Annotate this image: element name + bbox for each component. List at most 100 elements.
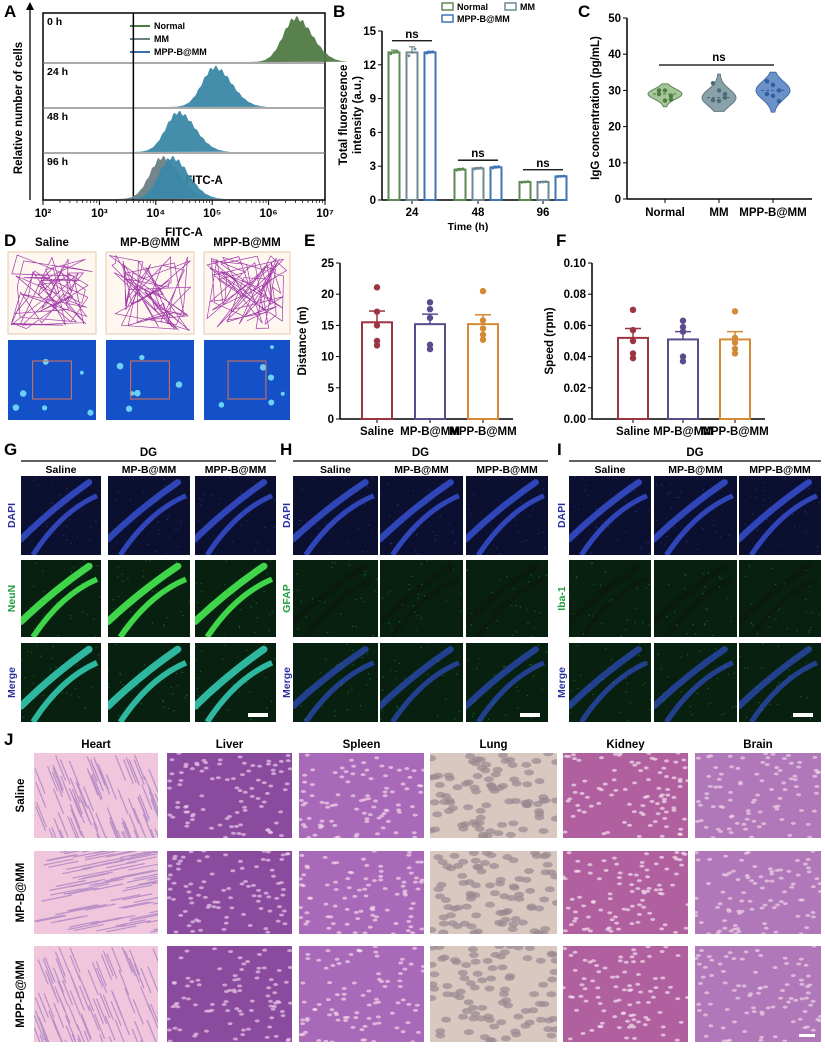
tissue-fiber: [123, 901, 154, 909]
cell-speckle: [473, 712, 475, 714]
tissue-cell: [402, 967, 408, 971]
tissue-cell: [373, 1001, 379, 1005]
tissue-cell: [568, 923, 574, 927]
tissue-cell: [406, 919, 412, 923]
b-significance-label: ns: [536, 158, 549, 170]
tissue-cell: [614, 921, 620, 925]
tissue-cell: [476, 764, 487, 771]
dentate-gyrus-band: [749, 660, 818, 722]
tissue-cell: [397, 979, 403, 983]
cell-speckle: [375, 591, 377, 593]
tissue-fiber: [124, 950, 136, 977]
cell-speckle: [702, 489, 704, 491]
tissue-fiber: [106, 861, 137, 869]
tissue-cell: [418, 860, 424, 864]
tissue-cell: [653, 986, 659, 990]
cell-speckle: [119, 672, 121, 675]
tissue-cell: [596, 801, 602, 805]
tissue-fiber: [45, 970, 57, 996]
cell-speckle: [201, 499, 203, 501]
tissue-cell: [201, 880, 207, 884]
cell-speckle: [231, 541, 234, 543]
cell-speckle: [645, 542, 648, 544]
tissue-cell: [447, 805, 458, 812]
cell-speckle: [398, 662, 401, 664]
panel-label-h: H: [280, 440, 292, 459]
tissue-cell: [629, 889, 635, 893]
tissue-cell: [582, 958, 588, 962]
tissue-fiber: [60, 775, 72, 802]
image-background: [380, 476, 463, 555]
b-legend-swatch: [441, 14, 454, 23]
tissue-cell: [278, 881, 284, 885]
histology-image: [299, 946, 424, 1042]
tissue-cell: [223, 853, 229, 857]
tissue-cell: [769, 787, 775, 791]
tissue-cell: [640, 959, 646, 963]
fluorescence-image: [108, 476, 190, 555]
tissue-cell: [599, 1021, 605, 1025]
tissue-cell: [381, 812, 387, 816]
tissue-cell: [408, 962, 414, 966]
cell-speckle: [355, 625, 357, 628]
c-point: [716, 98, 722, 104]
tissue-cell: [540, 869, 551, 876]
tissue-fiber: [78, 872, 109, 881]
tissue-cell: [526, 904, 537, 911]
cell-speckle: [412, 675, 414, 678]
cell-speckle: [163, 624, 165, 626]
tissue-fiber: [132, 999, 144, 1025]
cell-speckle: [227, 709, 229, 711]
c-ylabel: IgG concentration (pg/mL): [590, 36, 602, 180]
tissue-cell: [534, 778, 545, 785]
tissue-cell: [434, 893, 445, 900]
cell-speckle: [136, 684, 139, 687]
histology-organ-label: Liver: [216, 739, 244, 751]
cell-speckle: [34, 562, 37, 564]
tissue-cell: [572, 910, 578, 914]
tissue-cell: [167, 813, 173, 817]
tissue-cell: [415, 887, 421, 891]
cell-speckle: [45, 522, 47, 525]
dentate-gyrus-band: [390, 576, 460, 637]
cell-speckle: [404, 677, 406, 679]
tissue-cell: [706, 955, 712, 959]
tissue-cell: [471, 788, 482, 795]
tissue-cell: [300, 823, 306, 827]
tissue-cell: [659, 806, 665, 810]
tissue-cell: [356, 948, 362, 952]
tissue-cell: [639, 860, 645, 864]
tissue-fiber: [69, 803, 81, 830]
e-point: [479, 325, 487, 332]
tissue-cell: [750, 1006, 756, 1010]
tissue-cell: [394, 892, 400, 896]
histology-organ-label: Brain: [743, 739, 772, 751]
e-point: [426, 345, 434, 353]
cell-speckle: [661, 484, 663, 486]
tissue-cell: [799, 982, 805, 986]
b-point: [458, 168, 462, 171]
b-point: [389, 52, 393, 56]
tissue-cell: [347, 870, 353, 874]
tissue-cell: [433, 854, 444, 861]
fluorescence-image: [293, 476, 378, 555]
tissue-cell: [629, 883, 635, 887]
tissue-cell: [256, 888, 262, 892]
cell-speckle: [84, 707, 86, 709]
c-point: [764, 91, 770, 97]
cell-speckle: [720, 577, 722, 580]
histology-image: [430, 946, 557, 1042]
tissue-fiber: [129, 914, 158, 922]
tissue-cell: [763, 985, 769, 989]
tissue-cell: [647, 989, 653, 993]
tissue-cell: [230, 777, 236, 781]
panel-label-e: E: [304, 231, 315, 250]
tissue-cell: [563, 947, 568, 951]
fluorescence-column-label: MP-B@MM: [394, 464, 449, 476]
cell-speckle: [266, 573, 269, 575]
b-y-tick-label: 6: [370, 127, 376, 139]
cell-speckle: [528, 515, 530, 518]
tissue-cell: [482, 957, 493, 964]
fluorescence-image: [654, 560, 737, 637]
cell-speckle: [696, 692, 699, 694]
